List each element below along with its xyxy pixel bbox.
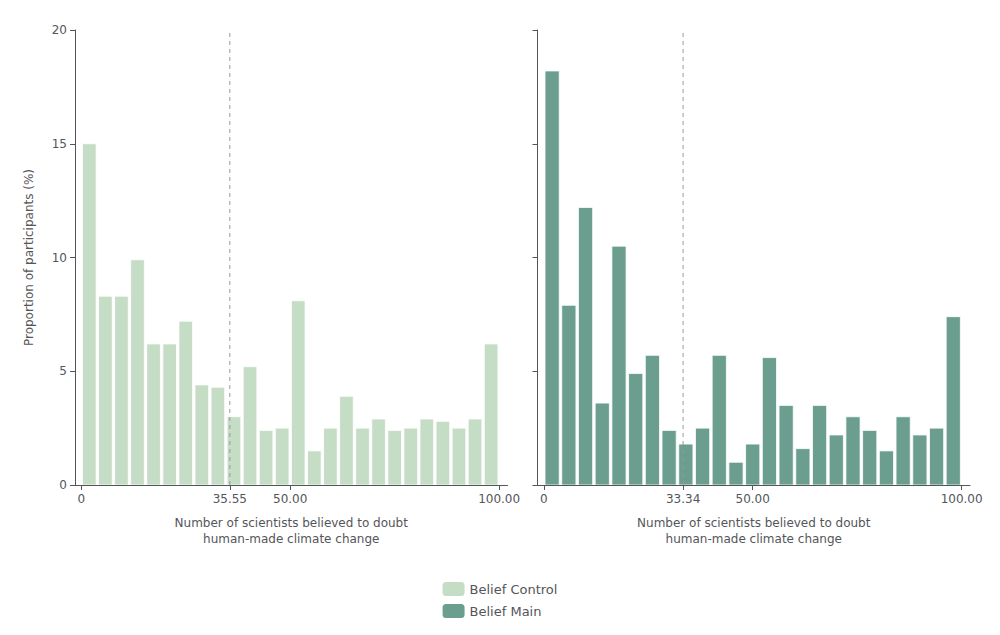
svg-text:10: 10 — [52, 251, 67, 265]
svg-text:100.00: 100.00 — [941, 492, 983, 506]
svg-text:human-made climate change: human-made climate change — [666, 532, 842, 546]
svg-text:0: 0 — [59, 478, 67, 492]
svg-text:50.00: 50.00 — [736, 492, 770, 506]
svg-text:15: 15 — [52, 137, 67, 151]
svg-text:35.55: 35.55 — [213, 492, 247, 506]
svg-text:0: 0 — [540, 492, 548, 506]
svg-text:0: 0 — [77, 492, 85, 506]
svg-text:20: 20 — [52, 23, 67, 37]
svg-text:5: 5 — [59, 364, 67, 378]
svg-text:Belief Main: Belief Main — [470, 604, 542, 619]
svg-text:33.34: 33.34 — [666, 492, 700, 506]
svg-text:100.00: 100.00 — [478, 492, 520, 506]
svg-text:Number of scientists believed: Number of scientists believed to doubt — [637, 516, 871, 530]
svg-text:human-made climate change: human-made climate change — [203, 532, 379, 546]
svg-text:50.00: 50.00 — [273, 492, 307, 506]
svg-text:Number of scientists believed: Number of scientists believed to doubt — [175, 516, 409, 530]
svg-text:Proportion of participants (%): Proportion of participants (%) — [22, 169, 36, 346]
svg-text:Belief Control: Belief Control — [470, 582, 558, 597]
